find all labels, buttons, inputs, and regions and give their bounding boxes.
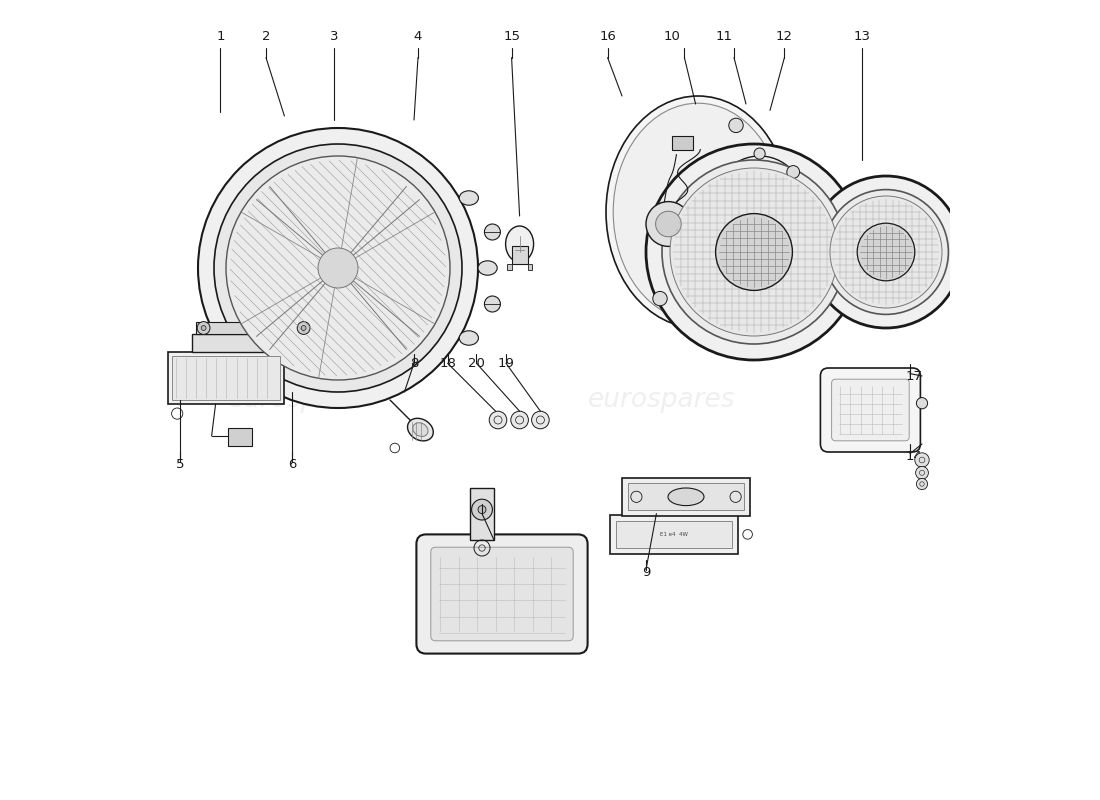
Text: E1 e4  4W: E1 e4 4W bbox=[660, 532, 688, 537]
FancyBboxPatch shape bbox=[417, 534, 587, 654]
Circle shape bbox=[716, 214, 792, 290]
Text: 5: 5 bbox=[176, 458, 185, 470]
Bar bbox=[196, 322, 320, 334]
Circle shape bbox=[786, 166, 800, 178]
Bar bbox=[228, 428, 252, 446]
Text: 12: 12 bbox=[776, 30, 793, 42]
Text: 7: 7 bbox=[477, 510, 486, 522]
Circle shape bbox=[915, 466, 928, 479]
Circle shape bbox=[531, 411, 549, 429]
Circle shape bbox=[478, 506, 486, 514]
Bar bbox=[628, 483, 744, 510]
Bar bbox=[528, 264, 532, 270]
Circle shape bbox=[915, 453, 930, 467]
Circle shape bbox=[646, 202, 691, 246]
Ellipse shape bbox=[459, 190, 478, 206]
Bar bbox=[507, 264, 512, 270]
Bar bbox=[621, 478, 750, 516]
Circle shape bbox=[810, 176, 962, 328]
Text: 19: 19 bbox=[497, 358, 515, 370]
Ellipse shape bbox=[506, 226, 534, 262]
Text: eurospares: eurospares bbox=[229, 387, 376, 413]
Ellipse shape bbox=[412, 422, 428, 437]
Circle shape bbox=[197, 322, 210, 334]
Circle shape bbox=[484, 296, 500, 312]
Bar bbox=[610, 515, 738, 554]
Circle shape bbox=[201, 326, 206, 330]
Text: eurospares: eurospares bbox=[588, 387, 736, 413]
Circle shape bbox=[830, 196, 942, 308]
Ellipse shape bbox=[613, 103, 783, 321]
Text: 3: 3 bbox=[330, 30, 339, 42]
Bar bbox=[616, 521, 732, 548]
Text: 16: 16 bbox=[600, 30, 616, 42]
Ellipse shape bbox=[606, 96, 790, 328]
Circle shape bbox=[662, 160, 846, 344]
Bar bbox=[191, 334, 323, 352]
Circle shape bbox=[484, 224, 500, 240]
Circle shape bbox=[916, 398, 927, 409]
Ellipse shape bbox=[478, 261, 497, 275]
Circle shape bbox=[226, 156, 450, 380]
Circle shape bbox=[490, 411, 507, 429]
Bar bbox=[172, 356, 279, 400]
Bar bbox=[512, 246, 528, 264]
Text: 6: 6 bbox=[288, 458, 297, 470]
Circle shape bbox=[198, 128, 478, 408]
Circle shape bbox=[857, 223, 915, 281]
Bar bbox=[672, 136, 693, 150]
Circle shape bbox=[729, 118, 744, 133]
Bar bbox=[167, 352, 284, 404]
Ellipse shape bbox=[459, 331, 478, 346]
Text: 18: 18 bbox=[439, 358, 456, 370]
Text: 17: 17 bbox=[905, 370, 923, 382]
Text: 2: 2 bbox=[262, 30, 271, 42]
Circle shape bbox=[318, 248, 358, 288]
FancyBboxPatch shape bbox=[821, 368, 921, 452]
Circle shape bbox=[214, 144, 462, 392]
FancyBboxPatch shape bbox=[431, 547, 573, 641]
Circle shape bbox=[916, 478, 927, 490]
Text: 14: 14 bbox=[905, 450, 923, 462]
Text: 1: 1 bbox=[216, 30, 224, 42]
Ellipse shape bbox=[407, 418, 433, 441]
Circle shape bbox=[297, 322, 310, 334]
Circle shape bbox=[510, 411, 528, 429]
Circle shape bbox=[670, 168, 838, 336]
Text: 20: 20 bbox=[468, 358, 485, 370]
Circle shape bbox=[646, 144, 862, 360]
Bar bbox=[470, 488, 494, 540]
Text: SI 800: SI 800 bbox=[878, 290, 893, 294]
Circle shape bbox=[824, 190, 948, 314]
Text: 11: 11 bbox=[716, 30, 733, 42]
Circle shape bbox=[754, 148, 766, 159]
Circle shape bbox=[472, 499, 493, 520]
Text: 9: 9 bbox=[641, 566, 650, 578]
Text: 15: 15 bbox=[503, 30, 520, 42]
Ellipse shape bbox=[668, 488, 704, 506]
Text: 13: 13 bbox=[854, 30, 870, 42]
Circle shape bbox=[656, 211, 681, 237]
Text: 8: 8 bbox=[410, 358, 418, 370]
FancyBboxPatch shape bbox=[832, 379, 910, 441]
Circle shape bbox=[652, 291, 668, 306]
Text: 10: 10 bbox=[663, 30, 680, 42]
Text: 4: 4 bbox=[414, 30, 422, 42]
Circle shape bbox=[301, 326, 306, 330]
